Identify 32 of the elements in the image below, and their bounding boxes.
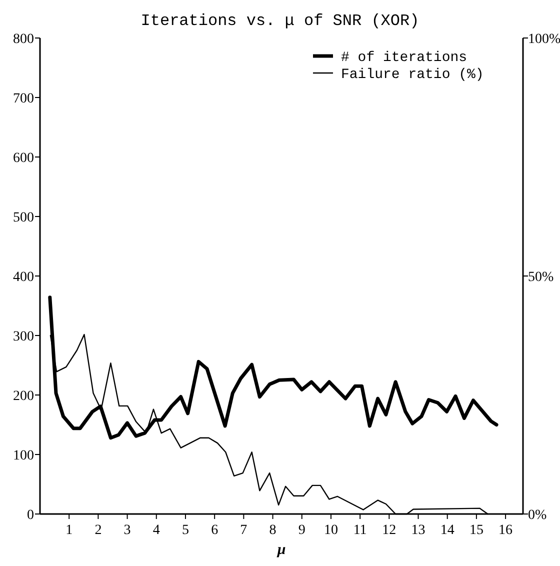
x-tick-label: 10 xyxy=(324,523,338,538)
y2-tick-label: 50% xyxy=(528,270,554,285)
x-tick-label: 7 xyxy=(240,523,248,538)
y-tick-label: 0 xyxy=(27,508,34,523)
x-axis-title: μ xyxy=(276,542,286,558)
y2-tick-label: 0% xyxy=(528,508,547,523)
y-tick-label: 600 xyxy=(13,150,34,166)
x-tick-label: 11 xyxy=(353,523,367,538)
y-tick-label: 500 xyxy=(13,210,34,226)
y-tick-label: 800 xyxy=(13,32,34,47)
x-tick-label: 9 xyxy=(298,523,306,538)
x-tick-label: 2 xyxy=(94,523,102,538)
x-tick-label: 4 xyxy=(152,523,160,538)
x-tick-label: 16 xyxy=(498,523,513,538)
y-tick-label: 200 xyxy=(13,388,34,404)
x-tick-label: 3 xyxy=(124,523,131,538)
x-tick-label: 14 xyxy=(440,523,454,538)
y-tick-label: 700 xyxy=(13,91,34,106)
chart-title: Iterations vs. μ of SNR (XOR) xyxy=(140,12,420,30)
y-tick-label: 300 xyxy=(13,329,34,344)
x-tick-label: 15 xyxy=(469,523,484,538)
x-tick-label: 1 xyxy=(66,523,73,538)
legend-label: # of iterations xyxy=(341,50,468,66)
x-tick-label: 5 xyxy=(182,523,189,538)
y-tick-label: 400 xyxy=(13,270,34,285)
x-tick-label: 6 xyxy=(211,523,218,538)
x-tick-label: 12 xyxy=(382,523,396,538)
y2-tick-label: 100% xyxy=(528,32,560,47)
x-tick-label: 13 xyxy=(411,523,426,538)
legend-label: Failure ratio (%) xyxy=(341,66,484,83)
y-tick-label: 100 xyxy=(13,448,34,464)
x-tick-label: 8 xyxy=(269,523,276,538)
